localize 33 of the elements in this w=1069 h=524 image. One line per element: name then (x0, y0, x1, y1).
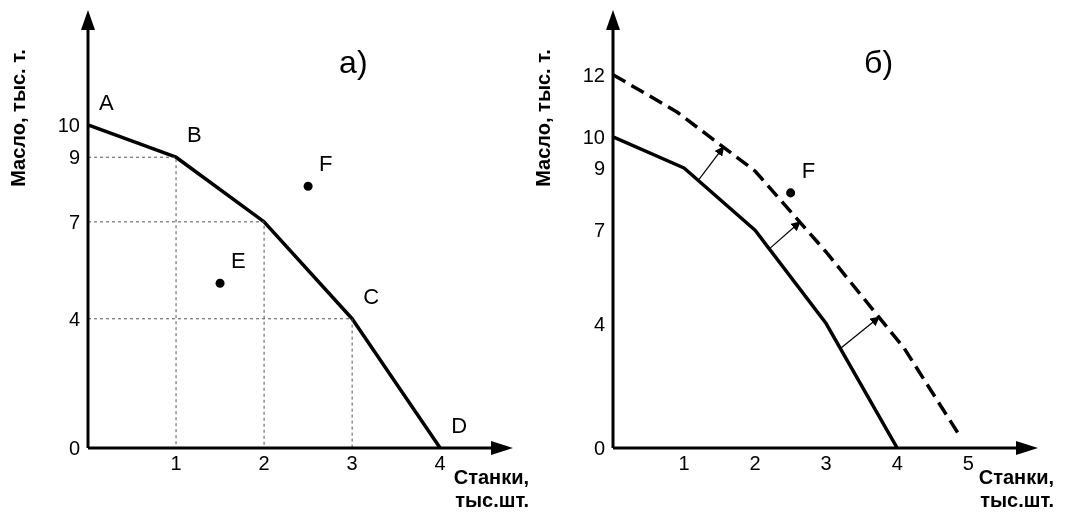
y-tick-label: 9 (68, 146, 80, 169)
annotation: B (187, 122, 202, 148)
annotation: F (801, 157, 816, 183)
annotation: D (451, 413, 468, 438)
x-tick-label: 3 (820, 452, 832, 475)
text: а) (339, 44, 368, 80)
x-tick-label: 5 (962, 452, 974, 475)
x-tick-label: 2 (258, 452, 270, 475)
x-tick-label: 2 (749, 452, 761, 475)
x-tick-label: 4 (891, 452, 903, 475)
x-axis-title: Станки, тыс.шт. (978, 466, 1054, 511)
text: б) (864, 44, 894, 80)
y-tick-label: 7 (68, 210, 80, 233)
y-tick-label: 0 (68, 437, 80, 460)
y-tick-label: 9 (593, 157, 605, 180)
x-tick-label: 1 (678, 452, 690, 475)
y-tick-label: 4 (593, 312, 605, 335)
x-tick-label: 1 (170, 452, 182, 475)
y-tick-label: 12 (582, 63, 605, 86)
y-tick-label: 7 (593, 219, 605, 242)
x-axis-title: Станки, тыс.шт. (453, 466, 529, 511)
annotation: F (319, 151, 333, 177)
x-tick-label: 4 (434, 452, 446, 475)
x-tick-label: 3 (346, 452, 358, 475)
y-axis-title: Масло, тыс. т. (7, 49, 30, 187)
annotation: E (231, 248, 246, 274)
annotation: A (99, 89, 114, 115)
y-tick-label: 4 (68, 307, 80, 330)
y-tick-label: 0 (593, 437, 605, 460)
y-axis-title: Масло, тыс. т. (532, 49, 555, 187)
y-tick-label: 10 (582, 125, 605, 148)
y-tick-label: 10 (57, 114, 80, 137)
annotation: C (363, 283, 380, 309)
